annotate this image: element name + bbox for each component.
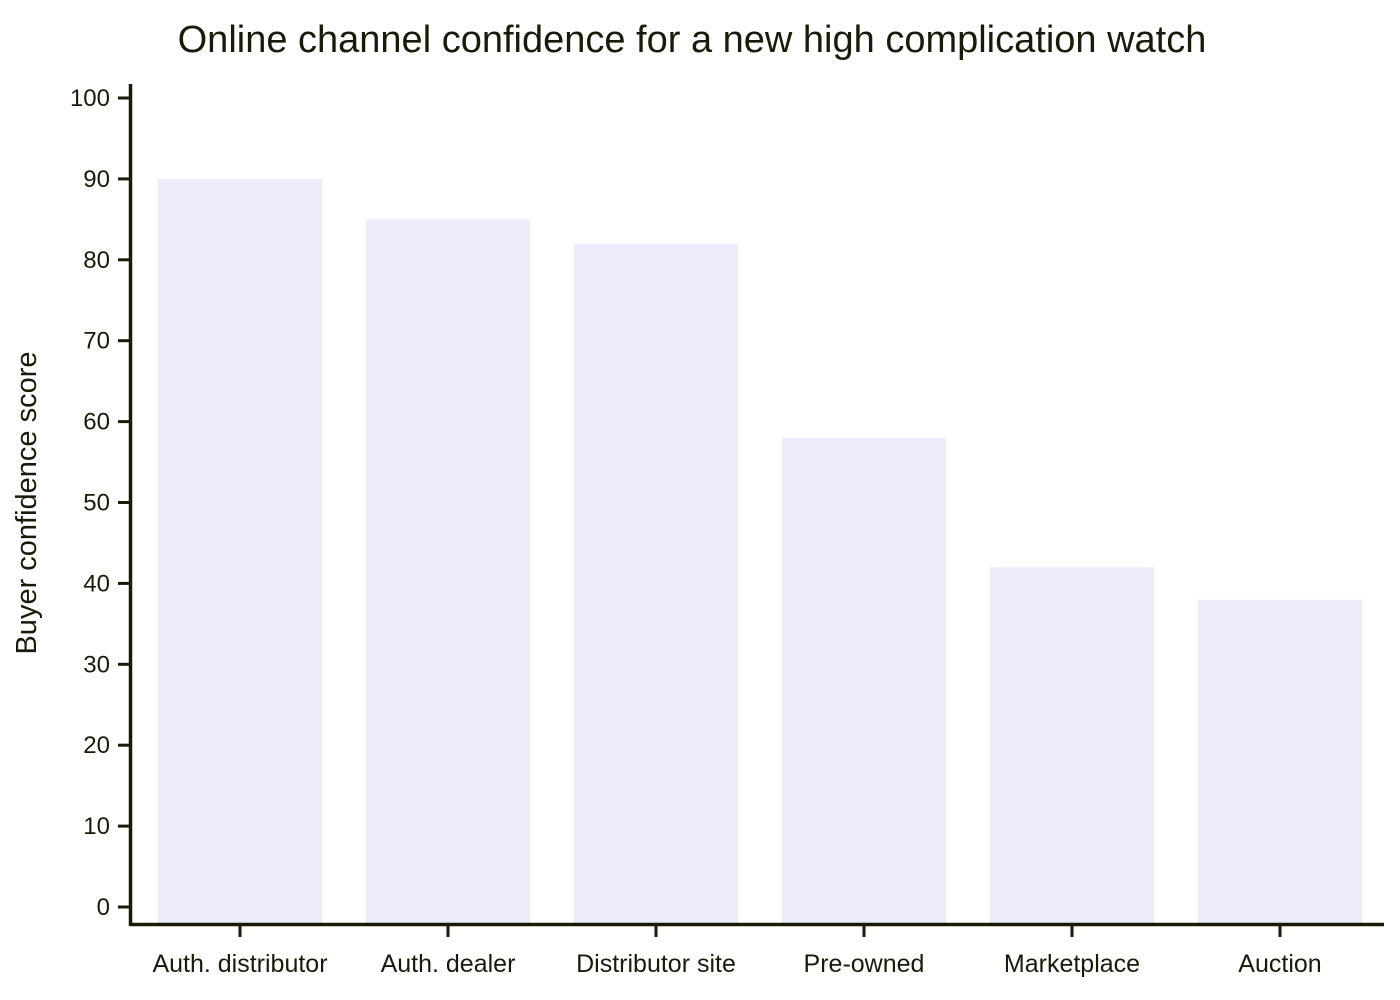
- bar-1: [365, 219, 531, 924]
- y-tick-label-7: 70: [83, 328, 110, 355]
- y-tick-label-0: 0: [97, 894, 110, 921]
- x-axis-ticks: Auth. distributor Auth. dealer Distributor…: [152, 926, 1322, 978]
- y-tick-label-2: 20: [83, 732, 110, 759]
- y-tick-label-4: 40: [83, 570, 110, 597]
- x-tick-label-2: Distributor site: [576, 950, 736, 978]
- y-tick-label-1: 10: [83, 813, 110, 840]
- bars-group: [157, 178, 1363, 924]
- x-tick-label-5: Auction: [1238, 950, 1321, 978]
- x-tick-label-4: Marketplace: [1004, 950, 1140, 978]
- y-tick-label-3: 30: [83, 651, 110, 678]
- y-tick-label-9: 90: [83, 166, 110, 193]
- chart-title: Online channel confidence for a new high…: [178, 19, 1207, 61]
- bar-5: [1197, 599, 1363, 923]
- bar-2: [573, 243, 739, 923]
- y-tick-label-6: 60: [83, 409, 110, 436]
- x-tick-label-1: Auth. dealer: [381, 950, 516, 978]
- x-tick-label-0: Auth. distributor: [152, 950, 327, 978]
- x-tick-label-3: Pre-owned: [804, 950, 925, 978]
- y-tick-label-8: 80: [83, 247, 110, 274]
- y-tick-label-5: 50: [83, 490, 110, 517]
- bar-0: [157, 178, 323, 923]
- y-tick-label-10: 100: [70, 85, 110, 112]
- bar-4: [989, 567, 1155, 923]
- y-axis-ticks: 0 10 20 30 40 50 60 70 80 90 100: [70, 85, 129, 921]
- bar-3: [781, 437, 947, 923]
- y-axis-label: Buyer confidence score: [11, 351, 43, 654]
